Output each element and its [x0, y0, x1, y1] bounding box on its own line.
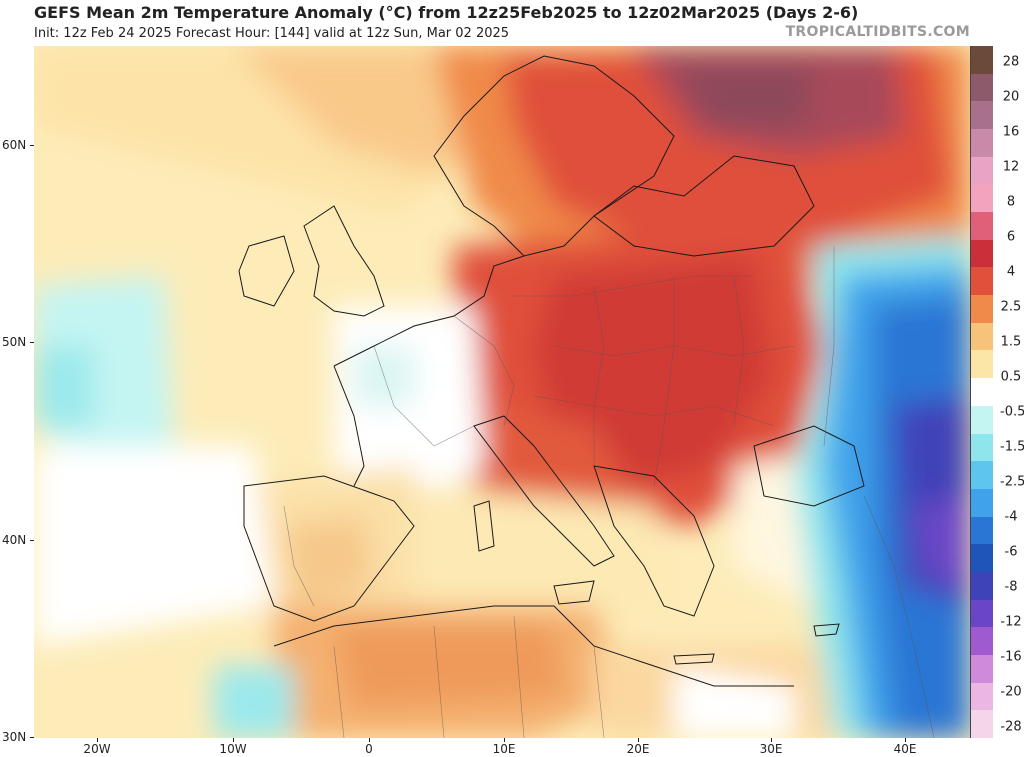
x-axis-label: 10W: [219, 742, 247, 756]
colorbar: [970, 46, 993, 739]
y-tick: [30, 342, 34, 343]
x-tick: [97, 738, 98, 742]
colorbar-segment: [971, 239, 993, 268]
colorbar-label: 16: [1002, 124, 1020, 140]
colorbar-segment: [971, 544, 993, 573]
colorbar-label: -6: [1004, 544, 1018, 560]
colorbar-label: -20: [1000, 684, 1022, 700]
colorbar-label: 4: [1006, 264, 1016, 280]
colorbar-label: 8: [1006, 194, 1016, 210]
x-axis-label: 0: [365, 742, 373, 756]
colorbar-segment: [971, 461, 993, 490]
y-axis-label: 40N: [2, 533, 27, 547]
anomaly-field: [34, 46, 970, 738]
colorbar-segment: [971, 73, 993, 102]
x-axis-label: 10E: [492, 742, 516, 756]
x-tick: [369, 738, 370, 742]
colorbar-segment: [971, 350, 993, 379]
y-tick: [30, 737, 34, 738]
x-axis-label: 30E: [759, 742, 783, 756]
y-tick: [30, 145, 34, 146]
brand-watermark: TROPICALTIDBITS.COM: [785, 24, 970, 40]
colorbar-segment: [971, 322, 993, 351]
colorbar-segment: [971, 378, 993, 407]
colorbar-segment: [971, 129, 993, 158]
colorbar-segment: [971, 212, 993, 241]
anomaly-map: [34, 46, 970, 738]
colorbar-segment: [971, 516, 993, 545]
colorbar-segment: [971, 267, 993, 296]
colorbar-label: 2.5: [1000, 299, 1022, 315]
colorbar-label: 12: [1002, 159, 1020, 175]
colorbar-label: -12: [1000, 614, 1022, 630]
colorbar-label: -0.5: [1000, 404, 1024, 420]
colorbar-segment: [971, 710, 993, 739]
colorbar-segment: [971, 654, 993, 684]
colorbar-segment: [971, 488, 993, 518]
y-axis-label: 60N: [2, 138, 27, 152]
colorbar-segment: [971, 46, 993, 75]
x-axis-label: 20W: [83, 742, 111, 756]
x-tick: [905, 738, 906, 742]
colorbar-label: -28: [1000, 719, 1022, 735]
colorbar-segment: [971, 682, 993, 711]
x-tick: [638, 738, 639, 742]
colorbar-segment: [971, 571, 993, 601]
colorbar-label: 28: [1002, 54, 1020, 70]
colorbar-segment: [971, 433, 993, 462]
colorbar-segment: [971, 405, 993, 434]
x-tick: [233, 738, 234, 742]
colorbar-segment: [971, 184, 993, 213]
colorbar-segment: [971, 599, 993, 628]
colorbar-label: 0.5: [1000, 369, 1022, 385]
colorbar-segment: [971, 627, 993, 656]
anomaly-map-svg: [34, 46, 970, 738]
x-axis-label: 40E: [893, 742, 917, 756]
x-tick: [504, 738, 505, 742]
x-tick: [771, 738, 772, 742]
colorbar-label: 6: [1006, 229, 1016, 245]
colorbar-label: -1.5: [1000, 439, 1024, 455]
borders: [283, 246, 935, 738]
colorbar-label: -8: [1004, 579, 1018, 595]
colorbar-label: 20: [1002, 89, 1020, 105]
y-axis-label: 30N: [2, 730, 27, 744]
colorbar-label: -16: [1000, 649, 1022, 665]
map-subtitle: Init: 12z Feb 24 2025 Forecast Hour: [14…: [34, 26, 510, 41]
colorbar-segment: [971, 295, 993, 324]
colorbar-label: -4: [1004, 509, 1018, 525]
colorbar-label: 1.5: [1000, 334, 1022, 350]
map-title: GEFS Mean 2m Temperature Anomaly (°C) fr…: [34, 3, 859, 22]
y-tick: [30, 540, 34, 541]
x-axis-label: 20E: [626, 742, 650, 756]
colorbar-segment: [971, 156, 993, 185]
colorbar-segment: [971, 101, 993, 130]
colorbar-label: -2.5: [1000, 474, 1024, 490]
y-axis-label: 50N: [2, 335, 27, 349]
